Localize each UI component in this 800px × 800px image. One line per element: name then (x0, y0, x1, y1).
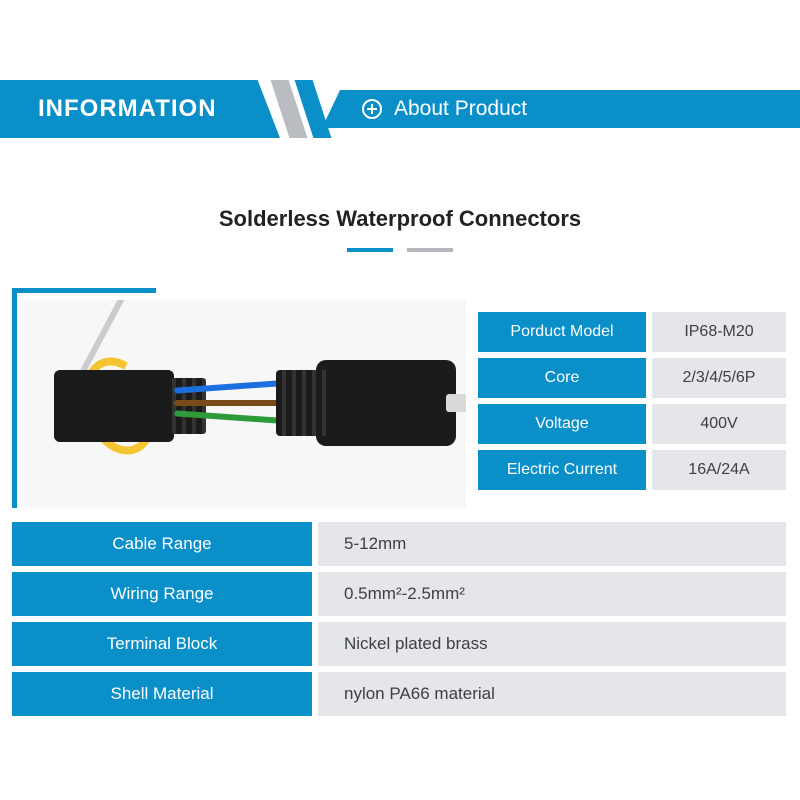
underline-blue (347, 248, 393, 252)
header-band: INFORMATION About Product (0, 80, 800, 138)
table-row: Shell Material nylon PA66 material (12, 672, 786, 716)
spec-value: 400V (652, 404, 786, 444)
spec-label: Wiring Range (12, 572, 312, 616)
plus-circle-icon (362, 99, 382, 119)
title-underline (347, 248, 453, 252)
specs-bottom-table: Cable Range 5-12mm Wiring Range 0.5mm²-2… (12, 522, 786, 722)
spec-label: Shell Material (12, 672, 312, 716)
underline-grey (407, 248, 453, 252)
frame-border-top (12, 288, 156, 293)
spec-label: Voltage (478, 404, 646, 444)
table-row: Core 2/3/4/5/6P (478, 358, 786, 398)
spec-label: Core (478, 358, 646, 398)
table-row: Porduct Model IP68-M20 (478, 312, 786, 352)
spec-label: Terminal Block (12, 622, 312, 666)
spec-label: Cable Range (12, 522, 312, 566)
spec-value: IP68-M20 (652, 312, 786, 352)
spec-value: Nickel plated brass (318, 622, 786, 666)
cable-gland-icon (316, 360, 456, 446)
specs-right-table: Porduct Model IP68-M20 Core 2/3/4/5/6P V… (478, 312, 786, 496)
table-row: Electric Current 16A/24A (478, 450, 786, 490)
connector-body-icon (54, 370, 174, 442)
table-row: Cable Range 5-12mm (12, 522, 786, 566)
spec-value: 0.5mm²-2.5mm² (318, 572, 786, 616)
frame-border-left (12, 288, 17, 508)
table-row: Terminal Block Nickel plated brass (12, 622, 786, 666)
product-image-frame (12, 288, 466, 508)
table-row: Wiring Range 0.5mm²-2.5mm² (12, 572, 786, 616)
product-title: Solderless Waterproof Connectors (0, 206, 800, 232)
spec-value: 16A/24A (652, 450, 786, 490)
about-strip: About Product (322, 90, 800, 128)
information-label: INFORMATION (38, 95, 217, 123)
spec-value: 2/3/4/5/6P (652, 358, 786, 398)
about-product-label: About Product (394, 97, 527, 121)
information-tab: INFORMATION (0, 80, 280, 138)
spec-label: Electric Current (478, 450, 646, 490)
spec-value: 5-12mm (318, 522, 786, 566)
spec-value: nylon PA66 material (318, 672, 786, 716)
product-photo (24, 300, 466, 508)
table-row: Voltage 400V (478, 404, 786, 444)
spec-label: Porduct Model (478, 312, 646, 352)
